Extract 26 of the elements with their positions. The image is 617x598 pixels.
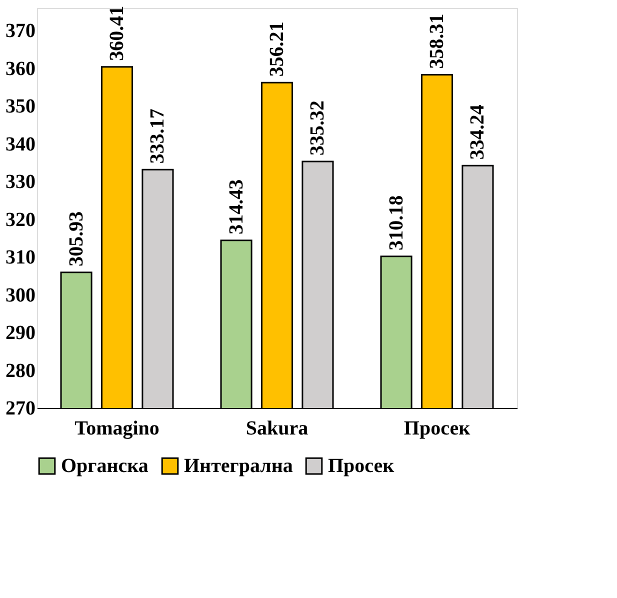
y-tick-label: 330 <box>6 171 36 194</box>
y-tick-label: 310 <box>6 246 36 269</box>
data-label: 356.21 <box>266 22 288 77</box>
y-tick-label: 270 <box>6 398 36 420</box>
data-label: 310.18 <box>385 195 408 250</box>
y-tick-label: 320 <box>6 208 36 231</box>
y-tick-label: 300 <box>6 284 36 306</box>
data-label: 334.24 <box>466 104 489 160</box>
data-label: 358.31 <box>426 14 448 69</box>
data-label: 333.17 <box>146 108 169 164</box>
legend-label: Интегрална <box>184 455 293 478</box>
data-label: 335.32 <box>306 100 329 156</box>
data-label: 360.41 <box>106 6 128 61</box>
legend-label: Органска <box>61 455 148 478</box>
legend-label: Просек <box>328 455 395 478</box>
y-tick-label: 340 <box>6 133 36 156</box>
y-tick-label: 350 <box>6 96 36 118</box>
y-tick-label: 290 <box>6 322 36 344</box>
data-label: 305.93 <box>65 211 88 266</box>
y-tick-label: 280 <box>6 360 36 382</box>
x-tick-label: Просек <box>404 418 471 440</box>
y-tick-label: 360 <box>6 58 36 80</box>
x-tick-label: Tomagino <box>74 418 160 440</box>
x-tick-label: Sakura <box>246 418 308 440</box>
data-label: 314.43 <box>225 179 248 234</box>
y-tick-label: 370 <box>6 20 36 42</box>
